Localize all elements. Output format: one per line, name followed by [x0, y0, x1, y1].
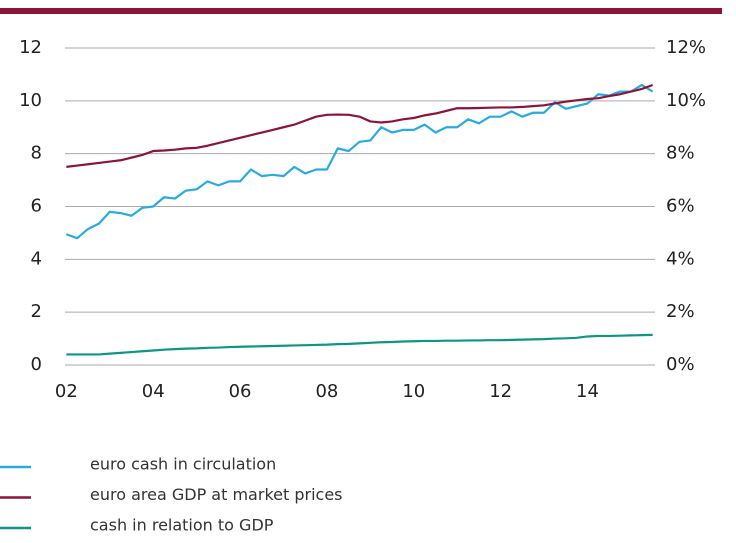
x-tick-label: 14	[576, 381, 599, 402]
legend-label: cash in relation to GDP	[90, 516, 274, 535]
x-tick-label: 06	[229, 381, 252, 402]
y-tick-label: 2	[31, 301, 42, 322]
y-tick-label: 4	[31, 248, 42, 269]
y2-tick-label: 4%	[666, 248, 695, 269]
x-tick-label: 04	[142, 381, 165, 402]
x-tick-label: 12	[489, 381, 512, 402]
top-bar	[0, 8, 722, 14]
y-tick-label: 12	[19, 37, 42, 58]
y-tick-label: 10	[19, 90, 42, 111]
legend-label: euro area GDP at market prices	[90, 485, 343, 504]
x-tick-label: 10	[402, 381, 425, 402]
y-tick-label: 0	[31, 354, 42, 375]
y2-tick-label: 2%	[666, 301, 695, 322]
legend-label: euro cash in circulation	[90, 455, 276, 474]
y2-tick-label: 12%	[666, 37, 706, 58]
series-line	[66, 333, 653, 356]
x-tick-label: 02	[55, 381, 78, 402]
y2-tick-label: 6%	[666, 196, 695, 217]
y-tick-label: 8	[31, 143, 42, 164]
series-line	[65, 83, 654, 240]
x-tick-label: 08	[315, 381, 338, 402]
y2-tick-label: 0%	[666, 354, 695, 375]
y-tick-label: 6	[31, 196, 42, 217]
series-line	[66, 83, 654, 168]
y2-tick-label: 8%	[666, 143, 695, 164]
y2-tick-label: 10%	[666, 90, 706, 111]
